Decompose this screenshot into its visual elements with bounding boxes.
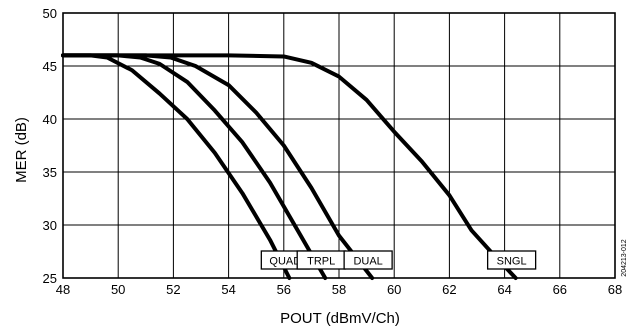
series-label-text: TRPL [307,256,335,268]
x-tick-label: 66 [553,282,567,297]
y-tick-labels: 25 30 35 40 45 50 [43,6,57,286]
plot-frame [62,12,616,279]
series-labels: QUAD TRPL DUAL SNGL [260,250,537,270]
x-tick-label: 54 [221,282,235,297]
x-tick-label: 58 [332,282,346,297]
series-line-trpl [61,53,328,280]
x-tick-label: 68 [608,282,622,297]
x-tick-label: 60 [387,282,401,297]
series-line-dual [61,53,375,280]
series-label-text: SNGL [497,256,527,268]
series-label-box [486,250,537,270]
series-label-dual: DUAL [343,250,393,270]
series-line-quad [61,53,292,280]
series-label-trpl: TRPL [296,250,346,270]
series-label-sngl: SNGL [486,250,537,270]
y-tick-label: 50 [43,6,57,21]
y-tick-label: 25 [43,271,57,286]
x-tick-labels: 48 50 52 54 56 58 60 62 64 66 68 [56,282,622,297]
series-label-text: QUAD [269,256,301,268]
y-tick-label: 40 [43,112,57,127]
x-tick-label: 48 [56,282,70,297]
y-tick-label: 35 [43,165,57,180]
figure-id: 204213-012 [621,239,628,276]
x-tick-label: 56 [277,282,291,297]
y-tick-label: 30 [43,218,57,233]
y-tick-label: 45 [43,59,57,74]
grid [62,12,616,279]
series-line-sngl [61,53,518,280]
x-tick-label: 50 [111,282,125,297]
series-lines [61,53,518,280]
series-label-text: DUAL [353,256,382,268]
x-axis-label: POUT (dBmV/Ch) [280,310,400,327]
x-tick-label: 64 [497,282,511,297]
y-axis-label: MER (dB) [13,117,30,183]
x-tick-label: 52 [166,282,180,297]
series-label-box [343,250,393,270]
x-tick-label: 62 [442,282,456,297]
